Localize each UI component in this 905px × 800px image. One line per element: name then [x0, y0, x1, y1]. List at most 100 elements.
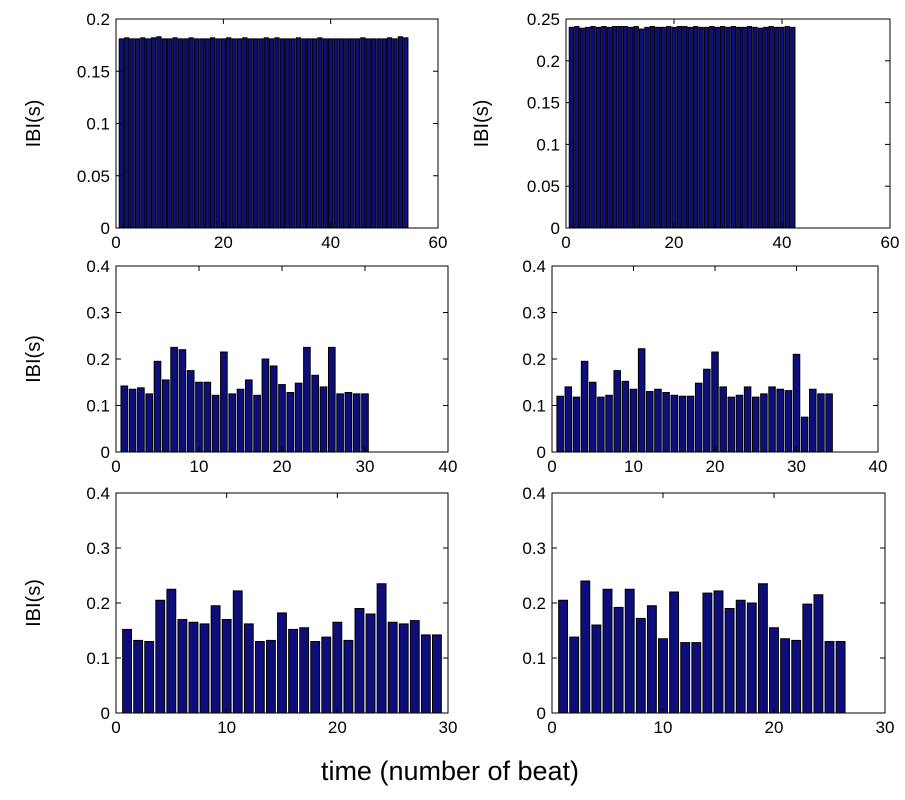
bar	[622, 26, 629, 229]
bar	[301, 38, 307, 229]
bar	[584, 26, 591, 229]
bar	[580, 360, 589, 453]
bar	[702, 592, 713, 714]
bar	[254, 641, 265, 714]
bar	[635, 617, 646, 714]
figure-xlabel: time (number of beat)	[321, 756, 579, 786]
bar	[322, 38, 328, 229]
bar	[327, 346, 336, 453]
bar	[134, 38, 141, 229]
bar	[660, 26, 666, 229]
y-tick-label: 0.15	[77, 62, 110, 81]
bar	[817, 393, 825, 453]
x-tick-label: 60	[881, 233, 900, 252]
bar	[210, 605, 221, 714]
bar	[279, 38, 286, 229]
bar	[711, 351, 719, 453]
bar	[344, 391, 353, 453]
bar-series	[122, 583, 442, 714]
bar	[124, 37, 130, 229]
bar-series	[556, 348, 833, 453]
bar	[338, 38, 345, 229]
y-axis-label: IBI(s)	[23, 100, 45, 148]
bar	[332, 621, 343, 714]
y-tick-label: 0.05	[527, 177, 560, 196]
y-tick-label: 0	[101, 443, 110, 462]
bar	[556, 395, 564, 453]
bar	[231, 38, 237, 229]
bar	[199, 38, 205, 229]
bar	[349, 38, 355, 229]
bar	[628, 26, 634, 229]
bar	[403, 37, 409, 229]
bar	[680, 642, 691, 714]
subplot-4: 0 10 20 30 40 0 0.1 0.2 0.3 0.4	[522, 257, 887, 476]
bar	[252, 38, 259, 229]
bar	[735, 394, 744, 453]
x-tick-label: 0	[547, 457, 556, 476]
bar	[376, 38, 382, 229]
y-tick-label: 0	[551, 219, 560, 238]
bar	[253, 394, 261, 453]
x-tick-label: 40	[869, 457, 888, 476]
y-tick-label: 0.3	[86, 304, 110, 323]
x-tick-label: 20	[328, 718, 347, 737]
y-tick-label: 0.4	[522, 484, 546, 503]
bar	[236, 38, 243, 229]
bar	[269, 365, 278, 453]
bar	[825, 393, 833, 453]
bar	[595, 26, 602, 229]
bar	[166, 588, 177, 714]
bar	[780, 638, 791, 714]
bar	[687, 26, 693, 229]
bar	[266, 639, 276, 714]
bar	[624, 588, 635, 714]
bar	[145, 38, 151, 229]
bar	[601, 26, 607, 229]
bar	[195, 381, 203, 453]
bar	[243, 623, 254, 714]
bar	[682, 26, 688, 229]
bar	[228, 393, 237, 453]
bar	[352, 393, 361, 453]
y-tick-label: 0.1	[522, 397, 546, 416]
y-tick-label: 0.4	[522, 257, 546, 276]
bar-series	[558, 580, 846, 714]
bar	[763, 26, 769, 229]
bar	[161, 379, 170, 453]
bar	[145, 393, 154, 453]
bar	[800, 416, 809, 453]
bar	[203, 381, 212, 453]
bar	[611, 26, 618, 229]
bar	[658, 638, 668, 714]
x-tick-label: 30	[439, 718, 458, 737]
bar	[633, 26, 639, 229]
bar	[613, 370, 621, 453]
y-tick-label: 0.1	[536, 135, 560, 154]
bar	[137, 387, 145, 453]
bar	[646, 605, 657, 714]
bar	[654, 388, 662, 453]
bar	[776, 388, 784, 453]
bar	[719, 386, 727, 453]
bar	[274, 37, 280, 229]
bar	[574, 26, 580, 229]
bar	[150, 37, 157, 229]
bar	[188, 37, 194, 229]
bar	[199, 623, 210, 714]
y-tick-label: 0.3	[522, 539, 546, 558]
x-tick-label: 20	[273, 457, 292, 476]
y-tick-label: 0.4	[86, 484, 110, 503]
bar	[791, 639, 802, 714]
bar	[757, 27, 764, 229]
y-tick-label: 0.2	[86, 594, 110, 613]
bar	[606, 26, 612, 229]
bar	[285, 38, 291, 229]
x-tick-label: 40	[439, 457, 458, 476]
bar	[398, 623, 409, 714]
bar	[220, 38, 226, 229]
bar	[242, 37, 248, 229]
bar	[719, 26, 726, 229]
bar	[824, 641, 835, 714]
bar	[730, 26, 737, 229]
